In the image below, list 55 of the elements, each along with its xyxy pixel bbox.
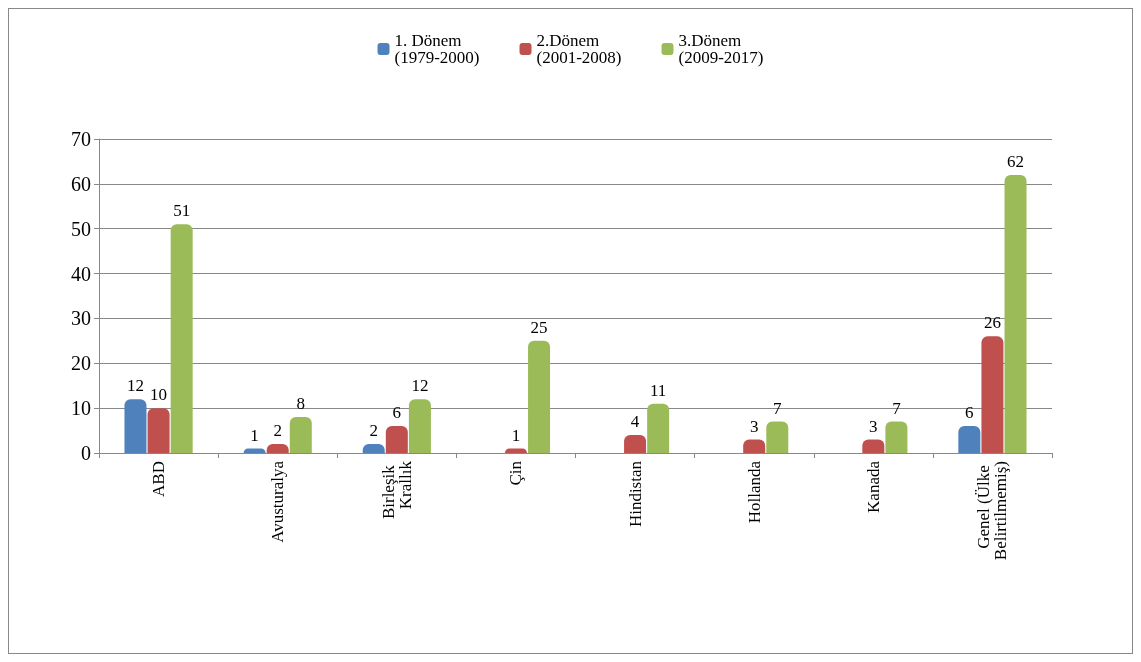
bar [862,439,885,453]
bar [289,417,312,453]
data-label: 8 [296,394,306,414]
bar [624,435,647,453]
x-tick-label: Kanada [863,460,883,513]
data-label: 25 [530,317,548,337]
bar [885,421,908,453]
bar [743,439,766,453]
data-label: 2 [369,421,378,441]
bar [147,408,170,453]
bar [1004,174,1027,453]
legend-label: 1. Dönem (1979-2000) [394,31,480,67]
data-label: 11 [649,380,667,400]
x-tick-label: Çin [506,460,526,486]
y-tick-label: 0 [81,442,91,464]
bar [385,426,408,453]
bar [528,340,551,453]
bar [170,224,193,453]
bar [958,426,981,453]
bar [766,421,789,453]
bar [408,399,431,453]
data-label: 3 [869,416,878,436]
y-tick-label: 10 [71,397,91,420]
x-tick-label: Avusturalya [268,460,288,543]
data-label: 3 [749,416,759,436]
y-tick-label: 30 [71,307,91,330]
data-label: 2 [273,421,282,441]
bar [124,399,147,453]
data-label: 51 [173,201,191,221]
data-label: 10 [150,385,168,405]
data-label: 62 [1007,151,1025,171]
data-label: 7 [773,398,783,418]
bar [647,403,670,453]
legend-label: 2.Dönem (2001-2008) [536,31,622,67]
data-label: 12 [411,376,429,396]
data-label: 26 [983,313,1001,333]
x-tick-label: Hollanda [744,460,764,524]
data-label: 6 [965,403,974,423]
bar [981,336,1004,453]
data-label: 1 [511,425,521,445]
data-label: 6 [392,403,402,423]
y-tick-label: 60 [71,172,91,195]
y-tick-label: 70 [71,128,91,150]
data-label: 12 [126,376,144,396]
data-label: 4 [630,412,640,432]
y-tick-label: 40 [71,262,91,285]
x-tick-label: ABD [149,461,169,497]
data-label: 1 [250,425,259,445]
y-tick-label: 50 [71,217,91,240]
x-tick-label: Birleşik Krallık [378,460,415,520]
legend-label: 3.Dönem (2009-2017) [678,31,764,67]
y-tick-label: 20 [71,352,91,375]
data-label: 7 [892,398,902,418]
x-tick-label: Hindistan [625,460,645,528]
x-tick-label: Genel (Ülke Belirtilmemiş) [974,461,1011,561]
